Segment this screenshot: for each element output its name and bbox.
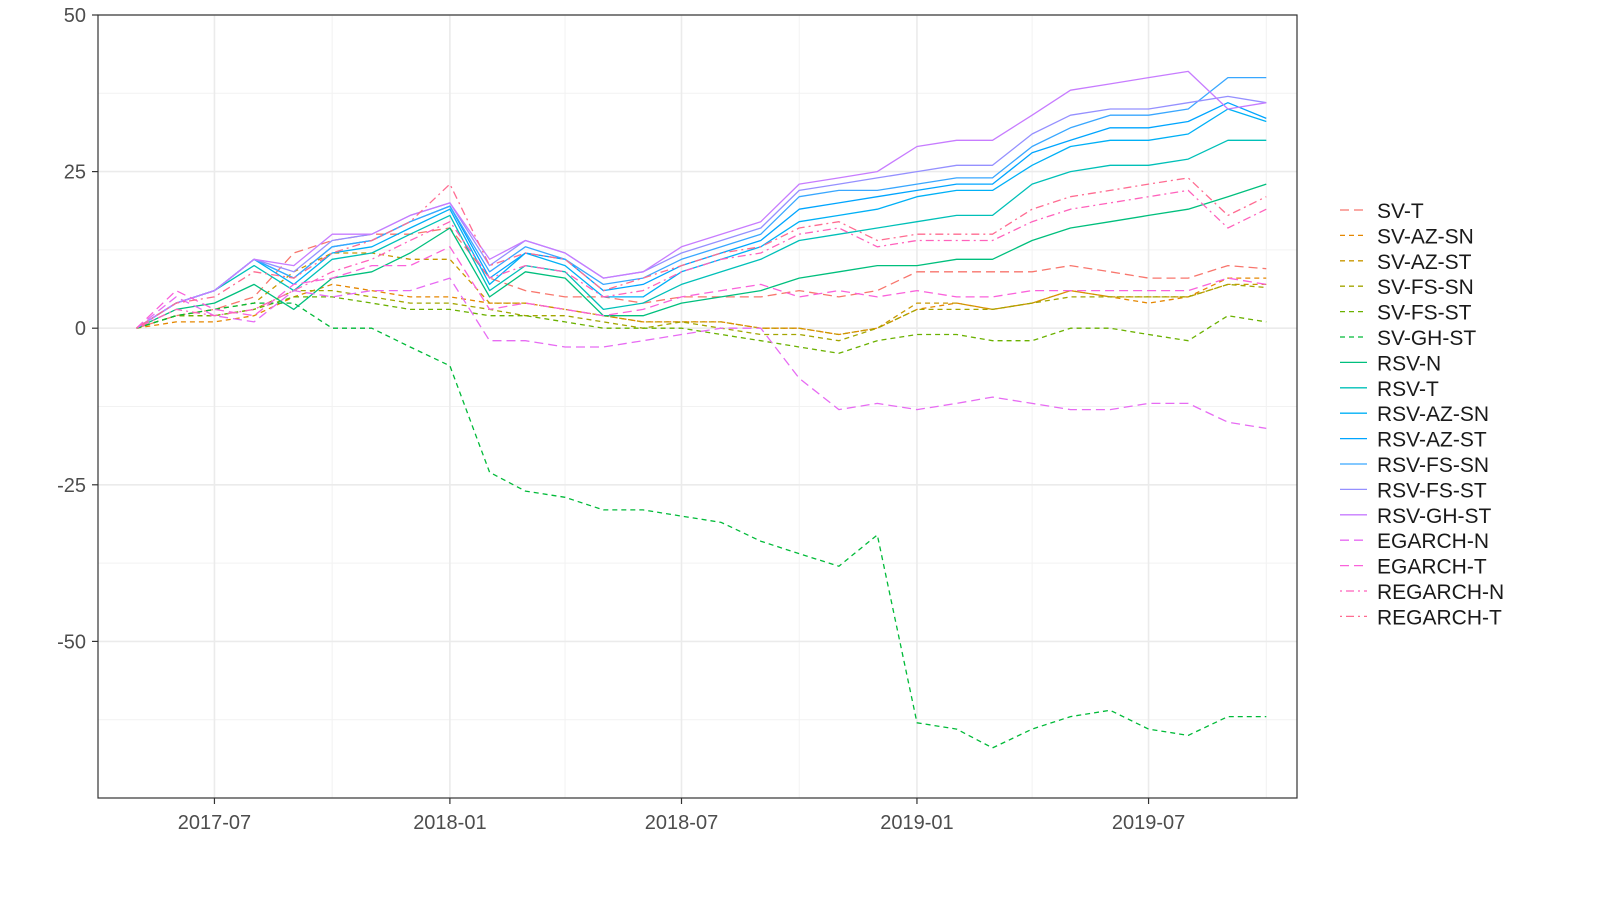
series-line-egarch-n (135, 277, 1267, 430)
legend-label: SV-AZ-SN (1377, 225, 1474, 248)
legend-label: SV-T (1377, 200, 1424, 223)
legend-label: SV-AZ-ST (1377, 251, 1472, 274)
axes: -50 -25 0 25 50 2017-07 2018-01 2018-07 2019-01 2… (57, 5, 1185, 834)
legend-label: RSV-FS-ST (1377, 479, 1487, 502)
series-line-regarch-t (136, 177, 1267, 329)
plot-panel-border (97, 14, 1298, 799)
series-line-rsv-fs-st (136, 95, 1267, 329)
series-line-sv-az-sn (136, 277, 1267, 336)
series-line-sv-fs-st (136, 296, 1267, 354)
legend-label: RSV-N (1377, 352, 1441, 375)
y-tick-label: 0 (75, 318, 86, 340)
legend-label: SV-FS-ST (1377, 302, 1472, 325)
series-line-rsv-fs-sn (136, 76, 1267, 329)
x-tick-label: 2019-07 (1112, 812, 1185, 834)
y-tick-label: 25 (64, 162, 86, 184)
series-line-rsv-gh-st (136, 70, 1267, 329)
legend-label: RSV-GH-ST (1377, 505, 1492, 528)
series-lines (135, 70, 1267, 749)
legend-label: SV-GH-ST (1377, 327, 1476, 350)
series-line-rsv-n (136, 183, 1267, 329)
series-line-rsv-t (136, 139, 1267, 329)
series-line-sv-gh-st (136, 302, 1267, 749)
series-line-rsv-az-sn (136, 108, 1267, 329)
grid-lines (97, 14, 1297, 798)
series-line-sv-az-st (136, 252, 1267, 336)
legend-label: RSV-AZ-SN (1377, 403, 1489, 426)
legend-label: RSV-FS-SN (1377, 454, 1489, 477)
series-line-sv-t (136, 227, 1267, 329)
legend-label: EGARCH-T (1377, 556, 1487, 579)
legend-label: RSV-AZ-ST (1377, 429, 1487, 452)
legend-label: REGARCH-T (1377, 606, 1502, 629)
x-tick-label: 2017-07 (178, 812, 251, 834)
x-tick-label: 2019-01 (880, 812, 953, 834)
x-tick-label: 2018-07 (645, 812, 718, 834)
y-tick-label: -50 (57, 631, 86, 653)
legend-label: RSV-T (1377, 378, 1439, 401)
series-line-regarch-n (136, 189, 1267, 329)
y-tick-label: 50 (64, 5, 86, 27)
x-tick-label: 2018-01 (413, 812, 486, 834)
legend-label: EGARCH-N (1377, 530, 1489, 553)
legend-label: REGARCH-N (1377, 581, 1504, 604)
legend-label: SV-FS-SN (1377, 276, 1474, 299)
series-line-egarch-t (135, 246, 1267, 329)
y-tick-label: -25 (57, 475, 86, 497)
